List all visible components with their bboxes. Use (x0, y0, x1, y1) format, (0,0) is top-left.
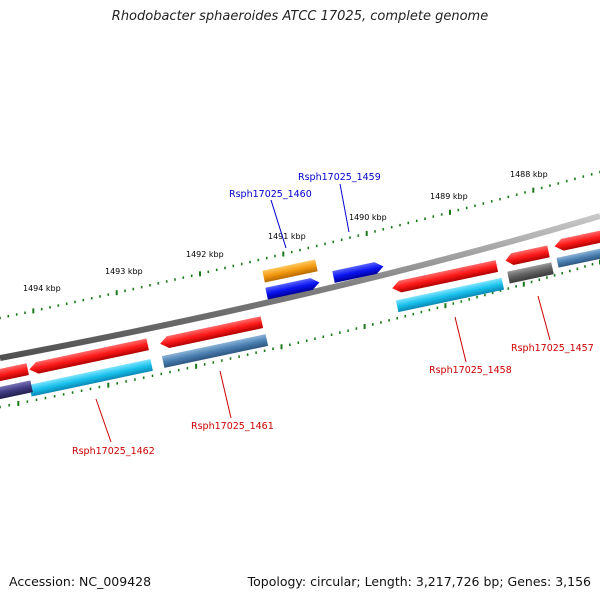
gene-label-1459[interactable]: Rsph17025_1459 (298, 172, 381, 183)
gene-rsph17025-1458[interactable] (395, 277, 505, 313)
callout-line-1458 (454, 316, 467, 363)
kbp-label-1488: 1488 kbp (510, 170, 548, 179)
callout-line-1460 (270, 199, 287, 249)
gene-red-right-edge[interactable] (553, 228, 600, 252)
kbp-label-1493: 1493 kbp (105, 267, 143, 276)
kbp-label-1492: 1492 kbp (186, 250, 224, 259)
gene-red-left-edge[interactable] (0, 363, 29, 383)
kbp-label-1489: 1489 kbp (430, 192, 468, 201)
kbp-label-1494: 1494 kbp (23, 284, 61, 293)
callout-line-1461 (219, 370, 232, 419)
accession-text: Accession: NC_009428 (9, 574, 152, 589)
gene-rsph17025-1460-orange[interactable] (262, 259, 318, 283)
kbp-label-1491: 1491 kbp (268, 232, 306, 241)
gene-rsph17025-1459[interactable] (332, 261, 384, 283)
gene-label-1462[interactable]: Rsph17025_1462 (72, 446, 155, 457)
gene-rsph17025-1461-red[interactable] (159, 316, 264, 349)
gene-label-1457[interactable]: Rsph17025_1457 (511, 343, 594, 354)
callout-line-1459 (339, 183, 350, 233)
gene-rsph17025-1458-red[interactable] (391, 260, 499, 294)
inner-scale-ticks (0, 259, 600, 409)
genome-summary-text: Topology: circular; Length: 3,217,726 bp… (247, 574, 591, 589)
gene-label-1460[interactable]: Rsph17025_1460 (229, 189, 312, 200)
gene-steel-right-edge[interactable] (556, 247, 600, 268)
gene-rsph17025-1460[interactable] (265, 277, 320, 300)
gene-rsph17025-1461[interactable] (161, 334, 269, 368)
map-title: Rhodobacter sphaeroides ATCC 17025, comp… (111, 9, 489, 24)
gene-label-1461[interactable]: Rsph17025_1461 (191, 421, 274, 432)
gene-rsph17025-1457-red[interactable] (504, 245, 550, 267)
gene-rsph17025-1462-red[interactable] (28, 338, 149, 375)
callout-line-1462 (95, 398, 112, 443)
callout-line-1457 (537, 295, 551, 341)
kbp-label-1490: 1490 kbp (349, 213, 387, 222)
gene-rsph17025-1462[interactable] (29, 359, 153, 397)
genome-backbone (0, 213, 600, 361)
gene-rsph17025-1457[interactable] (507, 262, 554, 284)
gene-label-1458[interactable]: Rsph17025_1458 (429, 365, 512, 376)
gene-navy-left-edge[interactable] (0, 380, 33, 401)
outer-scale-ticks (0, 170, 600, 320)
